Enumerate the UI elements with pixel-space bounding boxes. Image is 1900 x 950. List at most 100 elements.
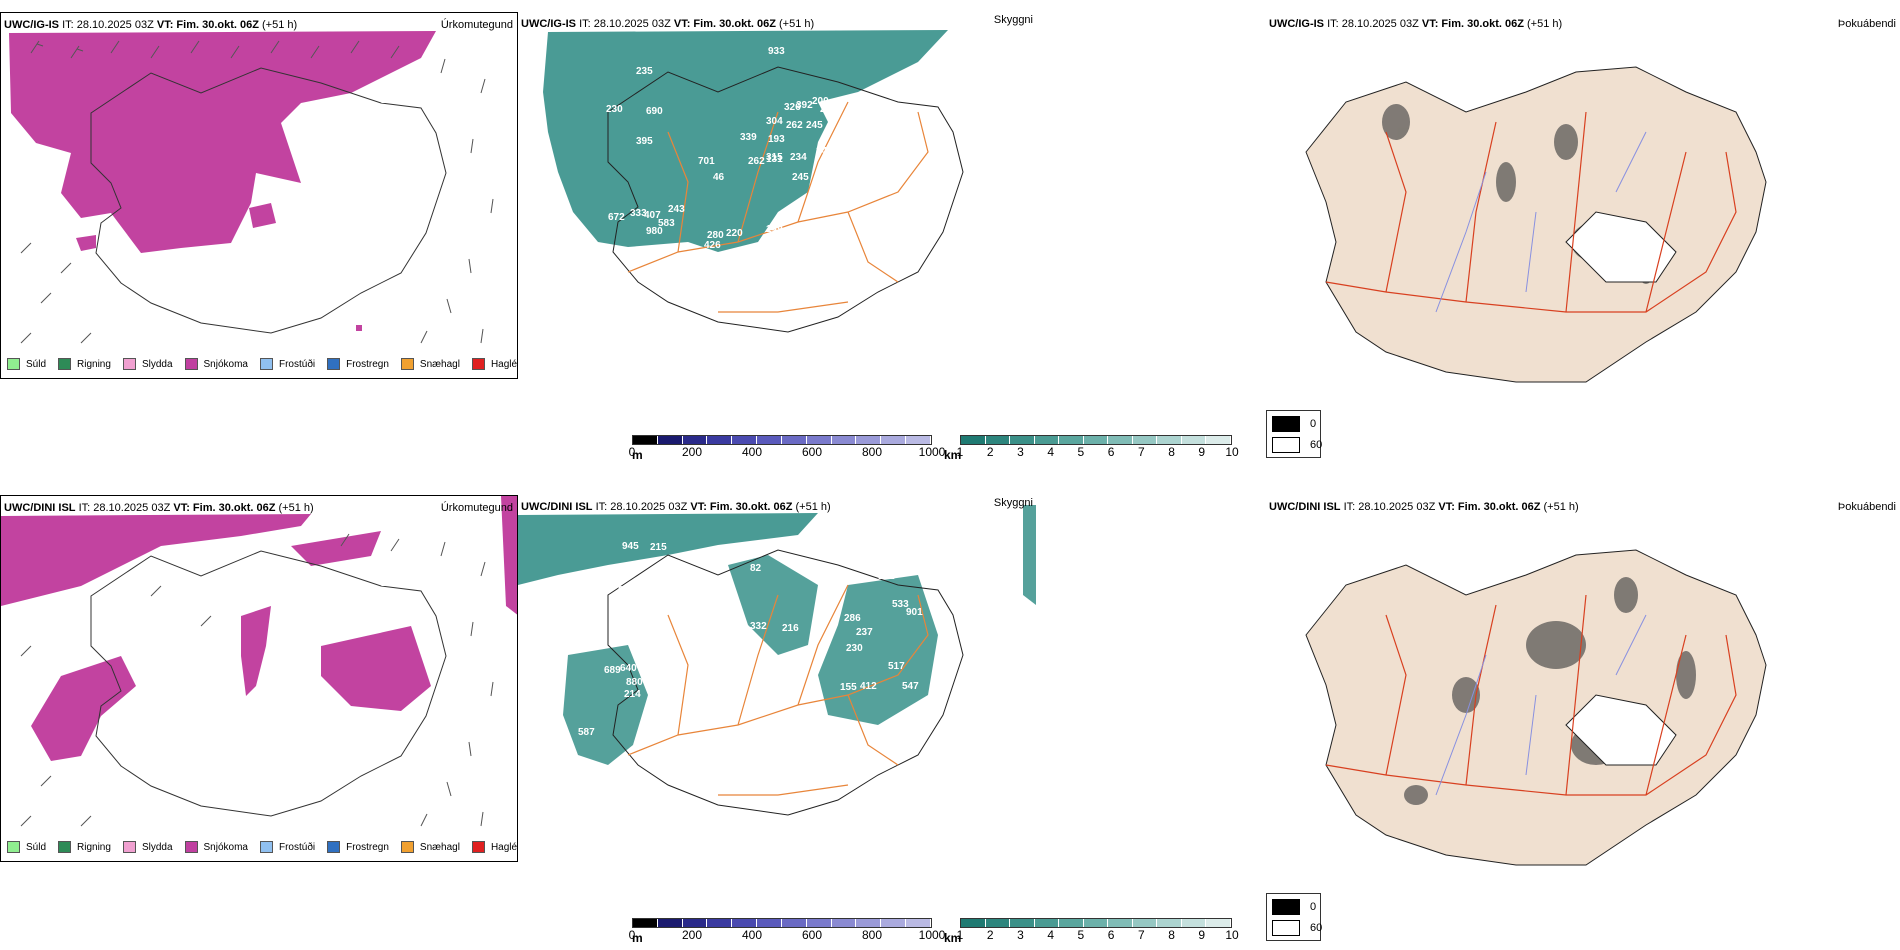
ceiling-value-label: 230 <box>606 104 623 115</box>
vis-area <box>563 645 648 765</box>
legend-item: Súld <box>7 358 46 370</box>
colorbar-cell <box>1157 436 1182 444</box>
ceiling-value-label: 326 <box>784 102 801 113</box>
legend-label: Haglél <box>490 358 518 370</box>
wind-barbs <box>20 533 494 827</box>
fog-legend-row: 60 <box>1272 437 1322 453</box>
ceiling-value-label: 880 <box>626 677 643 688</box>
colorbar-cell <box>881 436 907 444</box>
fog-legend-row: 60 <box>1272 920 1322 936</box>
wind-barbs <box>20 40 494 344</box>
road-network <box>627 584 929 796</box>
glacier <box>1565 211 1677 283</box>
ceiling-value-label: 587 <box>578 727 595 738</box>
fog-legend-label: 60 <box>1310 922 1323 934</box>
ceiling-value-label: 149 <box>766 224 783 235</box>
fog-legend-swatch <box>1272 899 1300 915</box>
legend-label: Snæhagl <box>419 358 460 370</box>
colorbar-tick: 7 <box>1137 445 1145 459</box>
iceland-land <box>1305 549 1767 866</box>
colorbar-cell <box>1059 436 1084 444</box>
colorbar-cell <box>1206 436 1232 444</box>
ceiling-value-label: 980 <box>646 226 663 237</box>
colorbar-cell <box>633 436 658 444</box>
colorbar-cell <box>1108 919 1133 927</box>
colorbar-cell <box>1206 919 1232 927</box>
ceiling-value-label: 901 <box>906 607 923 618</box>
fog-map-1 <box>1305 66 1767 383</box>
colorbar-tick: 6 <box>1107 445 1115 459</box>
fog-panel-1: UWC/IG-IS IT: 28.10.2025 03Z VT: Fim. 30… <box>1266 12 1900 412</box>
precip-panel-1: UWC/IG-IS IT: 28.10.2025 03Z VT: Fim. 30… <box>0 12 518 379</box>
ceiling-value-label: 583 <box>658 218 675 229</box>
legend-item: Slydda <box>122 358 173 370</box>
legend-swatch <box>7 841 20 853</box>
colorbar-tick: 400 <box>741 445 763 459</box>
ceiling-value-label: 945 <box>622 541 639 552</box>
colorbar-tick: 600 <box>801 928 823 942</box>
fog-map-2 <box>1305 549 1767 866</box>
ceiling-value-label: 216 <box>782 623 799 634</box>
legend-label: Rigning <box>77 841 111 853</box>
legend-swatch <box>327 358 341 370</box>
visibility-colorbar-1: 1 2 3 4 5 6 7 8 9 10 <box>957 435 1239 459</box>
ceiling-value-label: 638 <box>618 585 635 596</box>
colorbar-cell <box>781 436 807 444</box>
ceiling-value-label: 533 <box>892 599 909 610</box>
colorbar-cell <box>1010 436 1035 444</box>
ceiling-value-label: 262 <box>748 156 765 167</box>
colorbar-tick: 5 <box>1077 445 1085 459</box>
ceiling-value-label: 640 <box>620 663 637 674</box>
fog-panel-2: UWC/DINI ISL IT: 28.10.2025 03Z VT: Fim.… <box>1266 495 1900 895</box>
colorbar-cell <box>1059 919 1084 927</box>
colorbar-tick: 4 <box>1047 928 1054 942</box>
snow-area <box>1 496 517 761</box>
ceiling-value-label: 280 <box>707 230 724 241</box>
ceiling-value-label: 215 <box>650 542 667 553</box>
legend-label: Slydda <box>141 841 173 853</box>
ceiling-value-label: 333 <box>630 208 647 219</box>
ceiling-colorbar-1: 0 200 400 600 800 1000 <box>629 435 946 459</box>
fog-legend-label: 0 <box>1310 901 1317 913</box>
colorbar-tick: 1000 <box>918 445 946 459</box>
panel-title: Úrkomutegund <box>440 502 513 514</box>
legend-label: Slydda <box>141 358 173 370</box>
visibility-unit: km <box>944 448 962 462</box>
ceiling-value-label: 262 <box>786 120 803 131</box>
rivers <box>1435 131 1647 313</box>
colorbar-cell <box>757 436 782 444</box>
colorbar-cell <box>781 919 807 927</box>
legend-label: Snæhagl <box>419 841 460 853</box>
iceland-coast <box>90 67 447 334</box>
legend-label: Súld <box>26 358 47 370</box>
colorbar-tick: 0 <box>628 928 636 942</box>
legend-label: Snjókoma <box>203 358 248 370</box>
legend-swatch <box>471 358 485 370</box>
ceiling-value-label: 426 <box>704 240 721 251</box>
legend-swatch <box>471 841 485 853</box>
legend-label: Rigning <box>77 358 111 370</box>
visibility-ticks: 1 2 3 4 5 6 7 8 9 10 <box>957 445 1239 459</box>
legend-item: Haglél <box>471 841 517 853</box>
colorbar-cell <box>985 436 1011 444</box>
ceiling-value-label: 407 <box>644 210 661 221</box>
ceiling-value-label: 245 <box>792 172 809 183</box>
ceiling-value-label: 511 <box>844 112 861 123</box>
precip-map-1 <box>9 31 494 344</box>
ceiling-value-label: 155 <box>840 682 857 693</box>
ceiling-value-label: 82 <box>750 563 762 574</box>
panel-header: UWC/DINI ISL IT: 28.10.2025 03Z VT: Fim.… <box>1269 501 1579 513</box>
roads <box>1325 111 1737 313</box>
ceiling-ticks: 0 200 400 600 800 1000 <box>629 445 946 459</box>
legend-swatch <box>184 841 198 853</box>
colorbar-cell <box>732 919 758 927</box>
legend-swatch <box>122 358 136 370</box>
visibility-colorbar-2: 1 2 3 4 5 6 7 8 9 10 <box>957 918 1239 942</box>
ceiling-value-label: 214 <box>624 689 641 700</box>
ceiling-value-label: 96 <box>786 555 798 566</box>
glacier <box>1565 694 1677 766</box>
ceiling-value-label: 132 <box>878 571 895 582</box>
colorbar-tick: 5 <box>1077 928 1085 942</box>
